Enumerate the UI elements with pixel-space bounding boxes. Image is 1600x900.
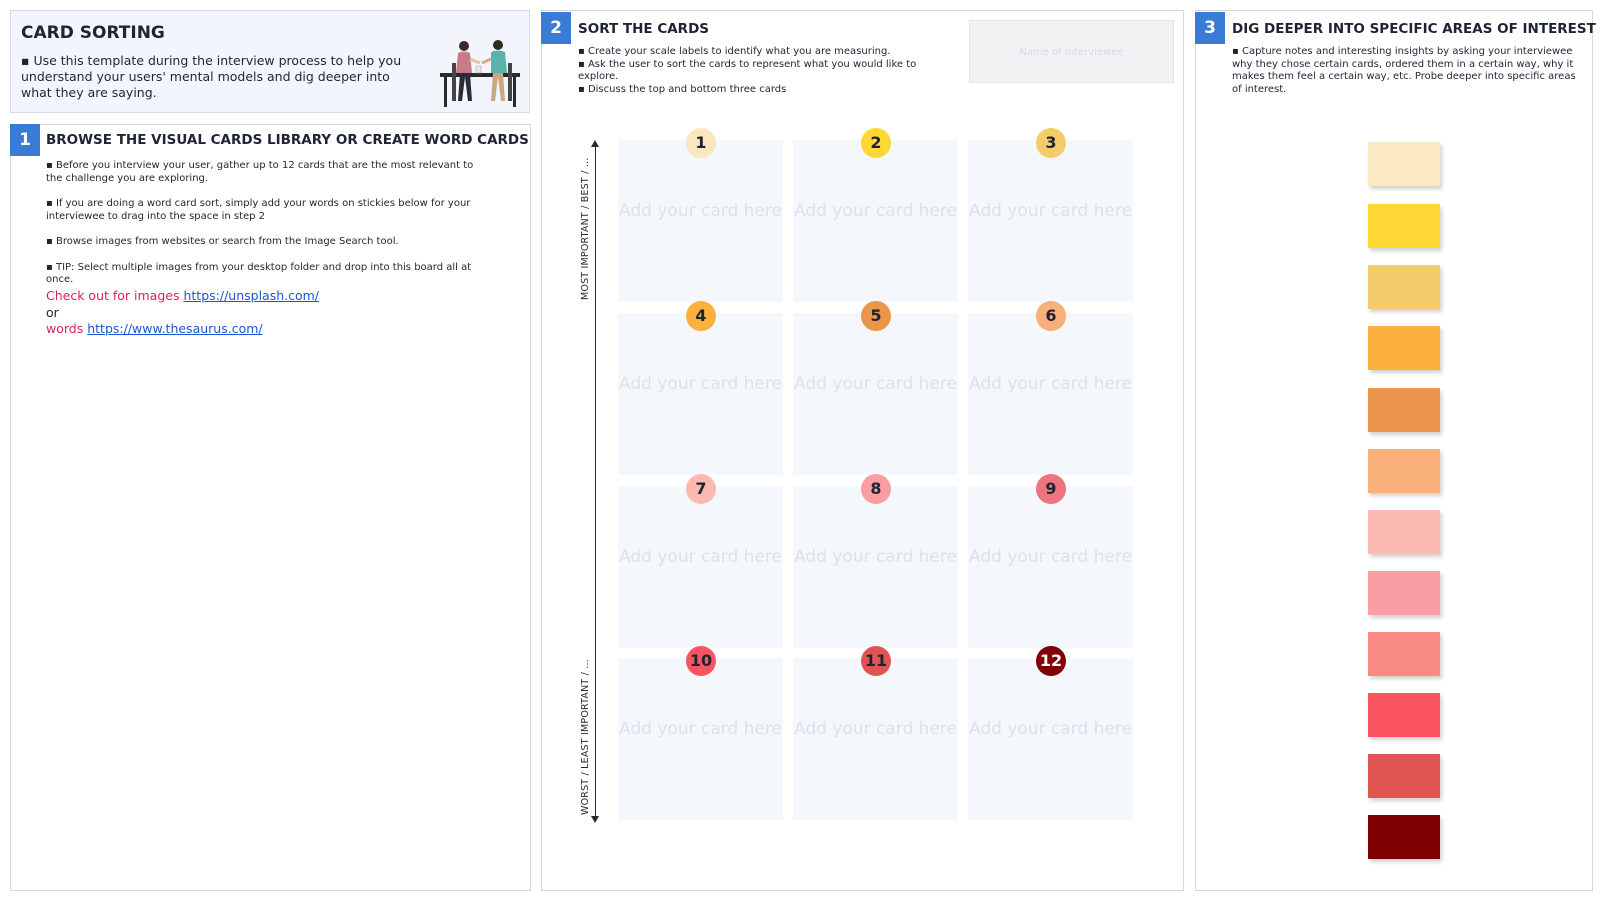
- sticky-note-1[interactable]: [1368, 142, 1440, 186]
- step1-bullet-1: ▪ Before you interview your user, gather…: [46, 160, 474, 184]
- step2-bullet-1: ▪ Create your scale labels to identify w…: [578, 46, 891, 57]
- card-number-badge-5: 5: [861, 301, 891, 331]
- card-number-badge-9: 9: [1036, 474, 1066, 504]
- step1-title: BROWSE THE VISUAL CARDS LIBRARY OR CREAT…: [46, 132, 529, 148]
- sort-card-slot-1[interactable]: Add your card here: [618, 140, 783, 302]
- step1-bullet-4: ▪ TIP: Select multiple images from your …: [46, 261, 472, 286]
- step2-number: 2: [541, 12, 571, 44]
- sticky-note-8[interactable]: [1368, 571, 1440, 615]
- card-number-badge-8: 8: [861, 474, 891, 504]
- images-prefix: Check out for images: [46, 288, 180, 303]
- axis-bottom-label: WORST / LEAST IMPORTANT / ...: [580, 659, 591, 815]
- words-prefix: words: [46, 321, 84, 336]
- header-description: ▪ Use this template during the interview…: [21, 53, 402, 100]
- words-link-line: words https://www.thesaurus.com/: [46, 321, 319, 338]
- step1-bullet-3: ▪ Browse images from websites or search …: [46, 236, 399, 247]
- step3-title: DIG DEEPER INTO SPECIFIC AREAS OF INTERE…: [1232, 21, 1596, 37]
- images-link-line: Check out for images https://unsplash.co…: [46, 288, 319, 305]
- step1-bullet-2: ▪ If you are doing a word card sort, sim…: [46, 198, 471, 222]
- sort-card-slot-12[interactable]: Add your card here: [968, 658, 1133, 820]
- step1-bullets: ▪ Before you interview your user, gather…: [46, 160, 491, 287]
- card-number-badge-10: 10: [686, 646, 716, 676]
- sticky-note-9[interactable]: [1368, 632, 1440, 676]
- step3-number: 3: [1195, 12, 1225, 44]
- sort-card-slot-10[interactable]: Add your card here: [618, 658, 783, 820]
- card-number-badge-4: 4: [686, 301, 716, 331]
- sort-card-slot-3[interactable]: Add your card here: [968, 140, 1133, 302]
- step3-description: ▪ Capture notes and interesting insights…: [1232, 46, 1576, 95]
- resource-links: Check out for images https://unsplash.co…: [46, 288, 319, 338]
- interview-illustration-icon: [440, 40, 520, 107]
- card-number-badge-2: 2: [861, 128, 891, 158]
- card-number-badge-3: 3: [1036, 128, 1066, 158]
- sticky-note-11[interactable]: [1368, 754, 1440, 798]
- step2-bullet-3: ▪ Discuss the top and bottom three cards: [578, 83, 787, 95]
- sticky-note-10[interactable]: [1368, 693, 1440, 737]
- sticky-note-7[interactable]: [1368, 510, 1440, 554]
- thesaurus-link[interactable]: https://www.thesaurus.com/: [87, 321, 263, 336]
- card-number-badge-7: 7: [686, 474, 716, 504]
- card-number-badge-12: 12: [1036, 646, 1066, 676]
- sort-card-slot-7[interactable]: Add your card here: [618, 486, 783, 648]
- sort-card-slot-11[interactable]: Add your card here: [793, 658, 958, 820]
- axis-arrow-down-icon: [591, 816, 599, 823]
- step1-number: 1: [10, 124, 40, 156]
- sticky-note-3[interactable]: [1368, 265, 1440, 309]
- card-number-badge-1: 1: [686, 128, 716, 158]
- sticky-note-2[interactable]: [1368, 204, 1440, 248]
- card-sorting-header: CARD SORTING ▪ Use this template during …: [10, 10, 530, 113]
- axis-arrow-up-icon: [591, 140, 599, 147]
- step2-title: SORT THE CARDS: [578, 21, 710, 37]
- step1-panel: [10, 124, 531, 891]
- sticky-note-12[interactable]: [1368, 815, 1440, 859]
- axis-top-label: MOST IMPORTANT / BEST / ...: [580, 157, 591, 300]
- sort-card-slot-9[interactable]: Add your card here: [968, 486, 1133, 648]
- page-title: CARD SORTING: [21, 23, 165, 43]
- sticky-note-5[interactable]: [1368, 388, 1440, 432]
- card-number-badge-6: 6: [1036, 301, 1066, 331]
- sticky-note-4[interactable]: [1368, 326, 1440, 370]
- interviewee-name-field[interactable]: Name of interviewee: [969, 20, 1174, 83]
- step2-bullets: ▪ Create your scale labels to identify w…: [578, 46, 958, 96]
- sort-card-slot-8[interactable]: Add your card here: [793, 486, 958, 648]
- sort-card-slot-5[interactable]: Add your card here: [793, 313, 958, 475]
- sort-card-slot-6[interactable]: Add your card here: [968, 313, 1133, 475]
- importance-axis: [595, 142, 596, 820]
- sort-card-slot-2[interactable]: Add your card here: [793, 140, 958, 302]
- card-number-badge-11: 11: [861, 646, 891, 676]
- step2-bullet-2: ▪ Ask the user to sort the cards to repr…: [578, 58, 917, 83]
- unsplash-link[interactable]: https://unsplash.com/: [183, 288, 320, 303]
- or-text: or: [46, 304, 59, 320]
- sort-card-slot-4[interactable]: Add your card here: [618, 313, 783, 475]
- sticky-note-6[interactable]: [1368, 449, 1440, 493]
